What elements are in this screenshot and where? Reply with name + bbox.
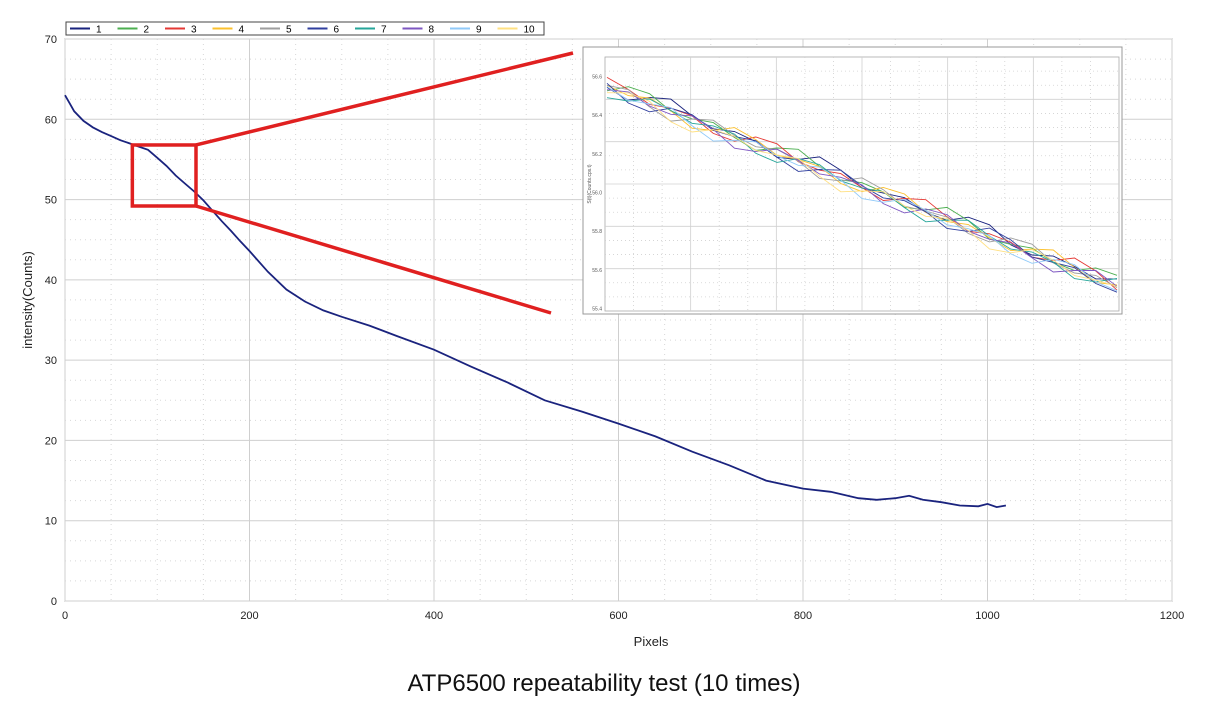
y-tick-label: 0 [51, 596, 57, 608]
legend-label-4: 4 [239, 25, 245, 36]
x-tick-label: 400 [425, 610, 443, 622]
legend-label-3: 3 [191, 25, 197, 36]
inset-series-9-line [606, 86, 1118, 292]
inset-y-tick-label: 56.0 [592, 191, 602, 197]
y-tick-label: 10 [45, 516, 57, 528]
x-tick-label: 200 [240, 610, 258, 622]
legend-box [65, 21, 545, 36]
zoom-box [130, 143, 198, 208]
y-axis-label: intensity(Counts) [20, 251, 35, 349]
x-tick-label: 0 [62, 610, 68, 622]
legend-label-5: 5 [286, 25, 292, 36]
legend-label-7: 7 [381, 25, 387, 36]
y-tick-label: 20 [45, 435, 57, 447]
y-tick-label: 30 [45, 355, 57, 367]
inset-y-tick-label: 55.6 [592, 268, 602, 274]
callout-line-bottom [195, 204, 552, 315]
x-axis-ticks: 0 200 400 600 800 1000 1200 [62, 610, 1184, 622]
figure-caption: ATP6500 repeatability test (10 times) [407, 670, 801, 697]
inset-chart: 56.6 56.4 56.2 56.0 55.8 55.6 55.4 S(t)(Counts.… [582, 46, 1123, 315]
inset-series-7-line [606, 97, 1118, 283]
y-axis-ticks: 0 10 20 30 40 50 60 70 [45, 34, 57, 608]
x-tick-label: 1200 [1160, 610, 1184, 622]
inset-y-tick-label: 56.2 [592, 152, 602, 158]
inset-y-tick-label: 56.4 [592, 113, 602, 119]
x-axis-label: Pixels [634, 634, 669, 649]
legend-label-2: 2 [144, 25, 150, 36]
inset-y-tick-label: 56.6 [592, 75, 602, 81]
x-tick-label: 600 [609, 610, 627, 622]
y-tick-label: 50 [45, 195, 57, 207]
legend: 1 2 3 4 5 6 7 8 9 10 [65, 21, 545, 36]
legend-label-8: 8 [429, 25, 435, 36]
callout-line-top [195, 51, 574, 147]
legend-label-10: 10 [524, 25, 536, 36]
legend-label-6: 6 [334, 25, 340, 36]
inset-y-axis-label: S(t)(Counts.cps.t) [587, 164, 593, 204]
x-tick-label: 800 [794, 610, 812, 622]
legend-label-1: 1 [96, 25, 102, 36]
inset-series-8-line [606, 89, 1118, 287]
y-tick-label: 40 [45, 275, 57, 287]
inset-series-10-line [606, 92, 1118, 287]
legend-label-9: 9 [476, 25, 482, 36]
inset-y-tick-label: 55.8 [592, 229, 602, 235]
inset-series-5-line [606, 84, 1118, 288]
y-tick-label: 60 [45, 114, 57, 126]
x-tick-label: 1000 [975, 610, 999, 622]
y-tick-label: 70 [45, 34, 57, 46]
inset-series-6-line [606, 82, 1118, 293]
zoom-callout [130, 51, 574, 315]
inset-y-tick-label: 55.4 [592, 307, 602, 313]
